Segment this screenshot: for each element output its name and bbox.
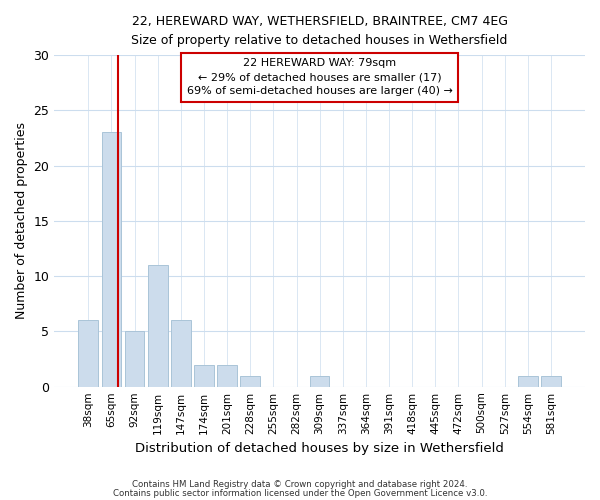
Bar bbox=[241, 376, 260, 386]
Bar bbox=[101, 132, 121, 386]
Bar bbox=[541, 376, 561, 386]
Bar bbox=[171, 320, 191, 386]
Bar bbox=[148, 265, 167, 386]
X-axis label: Distribution of detached houses by size in Wethersfield: Distribution of detached houses by size … bbox=[135, 442, 504, 455]
Bar bbox=[194, 364, 214, 386]
Bar bbox=[125, 332, 145, 386]
Bar bbox=[518, 376, 538, 386]
Text: Contains public sector information licensed under the Open Government Licence v3: Contains public sector information licen… bbox=[113, 488, 487, 498]
Text: 22 HEREWARD WAY: 79sqm
← 29% of detached houses are smaller (17)
69% of semi-det: 22 HEREWARD WAY: 79sqm ← 29% of detached… bbox=[187, 58, 452, 96]
Bar bbox=[310, 376, 329, 386]
Title: 22, HEREWARD WAY, WETHERSFIELD, BRAINTREE, CM7 4EG
Size of property relative to : 22, HEREWARD WAY, WETHERSFIELD, BRAINTRE… bbox=[131, 15, 508, 47]
Bar bbox=[217, 364, 237, 386]
Y-axis label: Number of detached properties: Number of detached properties bbox=[15, 122, 28, 320]
Bar bbox=[79, 320, 98, 386]
Text: Contains HM Land Registry data © Crown copyright and database right 2024.: Contains HM Land Registry data © Crown c… bbox=[132, 480, 468, 489]
